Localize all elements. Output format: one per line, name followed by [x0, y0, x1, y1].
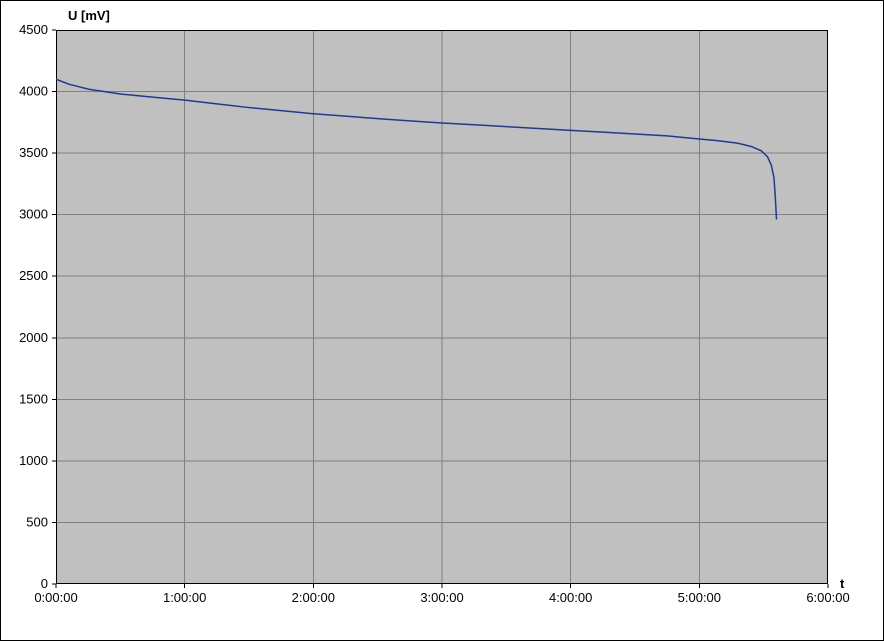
x-ticks — [56, 584, 828, 588]
x-tick-label: 4:00:00 — [549, 590, 592, 605]
x-tick-label: 3:00:00 — [420, 590, 463, 605]
x-tick-label: 6:00:00 — [806, 590, 849, 605]
y-tick-label: 4500 — [19, 22, 48, 37]
x-axis-label: t — [840, 576, 845, 591]
x-tick-label: 2:00:00 — [292, 590, 335, 605]
y-tick-label: 0 — [41, 576, 48, 591]
y-tick-label: 500 — [26, 514, 48, 529]
y-tick-label: 3500 — [19, 145, 48, 160]
y-tick-label: 1500 — [19, 391, 48, 406]
y-tick-label: 1000 — [19, 453, 48, 468]
x-tick-label: 1:00:00 — [163, 590, 206, 605]
x-tick-label: 0:00:00 — [34, 590, 77, 605]
x-tick-label: 5:00:00 — [678, 590, 721, 605]
y-tick-label: 2500 — [19, 268, 48, 283]
y-tick-label: 2000 — [19, 330, 48, 345]
discharge-chart: 0:00:00 1:00:00 2:00:00 3:00:00 4:00:00 5:00:… — [0, 0, 884, 641]
y-axis-label: U [mV] — [68, 8, 110, 23]
y-tick-label: 3000 — [19, 207, 48, 222]
y-tick-label: 4000 — [19, 84, 48, 99]
chart-svg: 0:00:00 1:00:00 2:00:00 3:00:00 4:00:00 5:00:… — [0, 0, 884, 641]
y-ticks — [52, 30, 56, 584]
y-tick-labels: 0 500 1000 1500 2000 2500 3000 3500 4000 4500 — [19, 22, 48, 591]
x-tick-labels: 0:00:00 1:00:00 2:00:00 3:00:00 4:00:00 5:00:… — [34, 590, 849, 605]
